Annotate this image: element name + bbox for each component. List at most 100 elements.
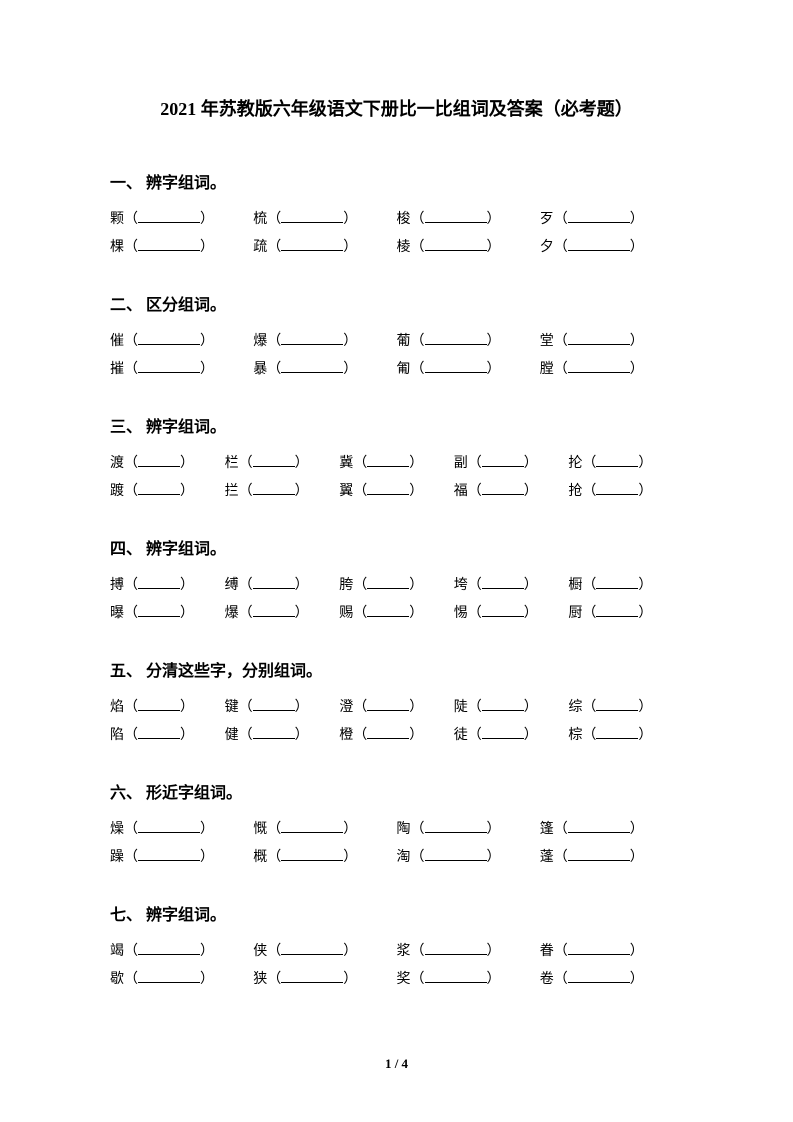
answer-blank	[367, 697, 409, 711]
character: 抢	[568, 479, 582, 505]
answer-blank	[482, 481, 524, 495]
paren-open: （	[124, 357, 138, 383]
paren-close: ）	[295, 723, 309, 749]
exercise-row: 曝（）爆（）赐（）惕（）厨（）	[110, 601, 683, 627]
exercise-cell: 综（）	[568, 695, 683, 721]
paren-close: ）	[638, 573, 652, 599]
exercise-cell: 冀（）	[339, 451, 454, 477]
paren-close: ）	[180, 479, 194, 505]
exercise-row: 燥（）慨（）陶（）篷（）	[110, 817, 683, 843]
exercise-cell: 膛（）	[540, 357, 683, 383]
paren-close: ）	[343, 329, 357, 355]
answer-blank	[253, 697, 295, 711]
character: 疏	[253, 235, 267, 261]
paren-close: ）	[295, 601, 309, 627]
paren-open: （	[124, 207, 138, 233]
paren-open: （	[353, 601, 367, 627]
exercise-cell: 赐（）	[339, 601, 454, 627]
paren-close: ）	[409, 723, 423, 749]
paren-open: （	[124, 601, 138, 627]
paren-close: ）	[524, 601, 538, 627]
character: 焰	[110, 695, 124, 721]
answer-blank	[281, 969, 343, 983]
exercise-cell: 焰（）	[110, 695, 225, 721]
paren-close: ）	[180, 723, 194, 749]
character: 翼	[339, 479, 353, 505]
paren-open: （	[582, 479, 596, 505]
character: 蓬	[540, 845, 554, 871]
answer-blank	[253, 453, 295, 467]
exercise-cell: 厨（）	[568, 601, 683, 627]
paren-close: ）	[295, 573, 309, 599]
paren-close: ）	[630, 967, 644, 993]
paren-close: ）	[200, 967, 214, 993]
paren-open: （	[411, 817, 425, 843]
answer-blank	[425, 941, 487, 955]
paren-open: （	[353, 451, 367, 477]
character: 篷	[540, 817, 554, 843]
exercise-row: 渡（）栏（）冀（）副（）抡（）	[110, 451, 683, 477]
character: 赐	[339, 601, 353, 627]
exercise-row: 棵（）疏（）棱（）夕（）	[110, 235, 683, 261]
exercise-row: 陷（）健（）橙（）徒（）棕（）	[110, 723, 683, 749]
paren-close: ）	[200, 357, 214, 383]
paren-open: （	[267, 357, 281, 383]
exercise-cell: 梳（）	[253, 207, 396, 233]
answer-blank	[138, 847, 200, 861]
character: 竭	[110, 939, 124, 965]
exercise-cell: 匍（）	[397, 357, 540, 383]
character: 垮	[454, 573, 468, 599]
paren-close: ）	[524, 479, 538, 505]
exercise-cell: 狭（）	[253, 967, 396, 993]
paren-open: （	[124, 329, 138, 355]
paren-close: ）	[343, 207, 357, 233]
answer-blank	[596, 725, 638, 739]
paren-close: ）	[630, 329, 644, 355]
character: 橱	[568, 573, 582, 599]
answer-blank	[425, 969, 487, 983]
answer-blank	[138, 725, 180, 739]
character: 渡	[110, 451, 124, 477]
exercise-cell: 橙（）	[339, 723, 454, 749]
answer-blank	[138, 237, 200, 251]
exercise-cell: 曝（）	[110, 601, 225, 627]
answer-blank	[425, 209, 487, 223]
answer-blank	[425, 237, 487, 251]
exercise-cell: 踱（）	[110, 479, 225, 505]
paren-close: ）	[200, 939, 214, 965]
paren-open: （	[124, 939, 138, 965]
paren-open: （	[411, 329, 425, 355]
paren-close: ）	[630, 845, 644, 871]
exercise-cell: 陶（）	[397, 817, 540, 843]
answer-blank	[253, 725, 295, 739]
character: 栏	[225, 451, 239, 477]
paren-open: （	[411, 845, 425, 871]
exercise-cell: 渡（）	[110, 451, 225, 477]
paren-open: （	[411, 967, 425, 993]
exercise-row: 颗（）梳（）梭（）歹（）	[110, 207, 683, 233]
exercise-cell: 卷（）	[540, 967, 683, 993]
paren-close: ）	[638, 601, 652, 627]
exercise-cell: 堂（）	[540, 329, 683, 355]
section: 二、 区分组词。催（）爆（）葡（）堂（）摧（）暴（）匍（）膛（）	[110, 291, 683, 383]
paren-close: ）	[487, 967, 501, 993]
exercise-cell: 惕（）	[454, 601, 569, 627]
paren-close: ）	[487, 939, 501, 965]
character: 概	[253, 845, 267, 871]
exercise-cell: 概（）	[253, 845, 396, 871]
exercise-cell: 眷（）	[540, 939, 683, 965]
paren-open: （	[468, 573, 482, 599]
exercise-cell: 爆（）	[225, 601, 340, 627]
paren-close: ）	[630, 207, 644, 233]
character: 陡	[454, 695, 468, 721]
answer-blank	[281, 941, 343, 955]
answer-blank	[482, 697, 524, 711]
answer-blank	[138, 331, 200, 345]
answer-blank	[367, 725, 409, 739]
exercise-cell: 歹（）	[540, 207, 683, 233]
character: 福	[454, 479, 468, 505]
character: 拦	[225, 479, 239, 505]
paren-open: （	[124, 695, 138, 721]
paren-open: （	[239, 451, 253, 477]
answer-blank	[596, 481, 638, 495]
